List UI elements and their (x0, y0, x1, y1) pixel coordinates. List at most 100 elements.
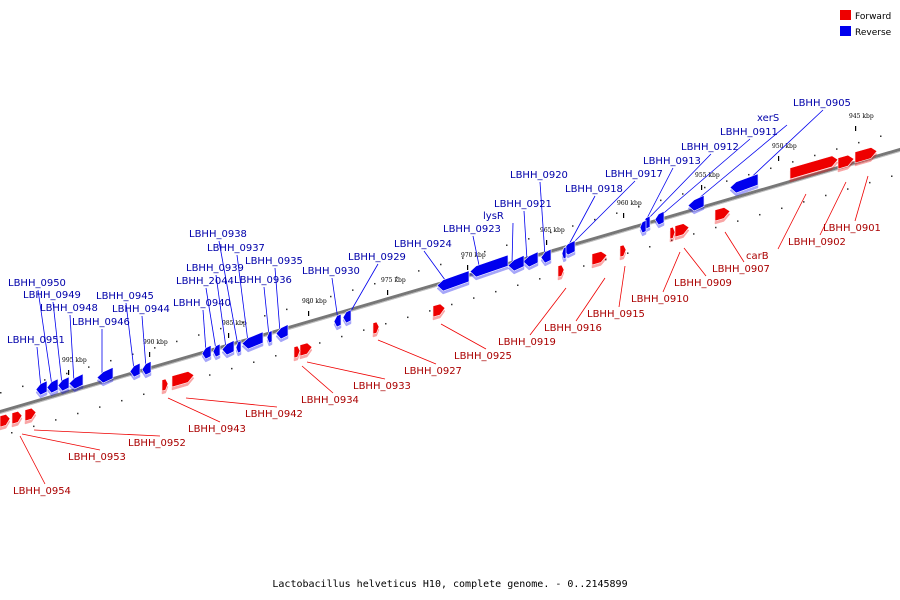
leader-lbhh-0930 (331, 277, 339, 321)
gene-label-lbhh-0946: LBHH_0946 (72, 317, 130, 328)
tick-label-980-kbp: 980 kbp (302, 298, 327, 305)
tick-mark (546, 240, 548, 245)
gene-label-lbhh-0909: LBHH_0909 (674, 278, 732, 289)
scale-dot (484, 250, 486, 253)
leader-lbhh-0918 (565, 195, 596, 251)
leader-lbhh-0924 (423, 250, 449, 285)
scale-dot (836, 148, 838, 150)
scale-dot (385, 322, 387, 325)
scale-dot (132, 353, 134, 356)
leader-lbhh-0937 (236, 254, 249, 343)
scale-dot (693, 233, 695, 235)
legend-reverse-swatch (840, 26, 851, 36)
legend-reverse-label: Reverse (855, 28, 892, 38)
gene-label-lbhh-0938: LBHH_0938 (189, 229, 247, 240)
scale-dot (594, 218, 596, 221)
leader-lbhh-0934 (301, 365, 334, 394)
tick-label-995-kbp: 995 kbp (62, 357, 87, 364)
gene-arrow-lbhh-0937 (241, 331, 264, 350)
gene-arrow-lbhh-0935 (275, 324, 289, 340)
gene-label-lbhh-0934: LBHH_0934 (301, 395, 359, 406)
leader-lbhh-0949 (52, 301, 63, 385)
tick-mark (387, 290, 389, 295)
gene-arrow-lbhh-0911 (654, 210, 665, 226)
scale-dot (33, 425, 35, 428)
leader-lbhh-0910 (662, 251, 681, 293)
tick-label-965-kbp: 965 kbp (540, 227, 565, 234)
tick-mark (778, 156, 780, 161)
scale-dot (319, 342, 321, 344)
gene-label-lbhh-0940: LBHH_0940 (173, 298, 231, 309)
gene-arrow-lbhh-0918 (561, 246, 567, 260)
gene-arrow-lbhh-0942 (171, 371, 195, 388)
leader-lbhh-0948 (69, 314, 75, 383)
scale-dot (330, 295, 332, 298)
leader-lbhh-0925 (440, 323, 487, 350)
gene-arrow-lbhh-0952 (24, 407, 37, 422)
scale-dot (275, 355, 277, 357)
gene-label-lbhh-0945: LBHH_0945 (96, 291, 154, 302)
leader-lbhh-0905 (741, 109, 824, 187)
scale-dot (88, 366, 90, 368)
scale-dot (99, 406, 101, 408)
gene-arrow-lbhh-0938 (235, 340, 242, 354)
scale-dot (506, 244, 508, 247)
gene-label-lbhh-0929: LBHH_0929 (348, 252, 406, 263)
gene-label-lbhh-0933: LBHH_0933 (353, 381, 411, 392)
gene-label-lbhh-0920: LBHH_0920 (510, 170, 568, 181)
gene-arrow-lbhh-0919 (557, 264, 565, 278)
genome-title: Lactobacillus helveticus H10, complete g… (272, 579, 627, 590)
leader-lbhh-0901 (854, 175, 869, 222)
scale-dot (627, 252, 629, 254)
gene-arrow-lbhh-0925 (432, 303, 446, 318)
gene-label-lbhh-0943: LBHH_0943 (188, 424, 246, 435)
scale-dot (704, 186, 706, 189)
scale-dot (253, 361, 255, 363)
gene-label-lbhh-0935: LBHH_0935 (245, 256, 303, 267)
leader-carb (777, 193, 807, 250)
gene-label-lbhh-0916: LBHH_0916 (544, 323, 602, 334)
scale-dot (473, 297, 475, 299)
gene-arrow-lbhh-0913 (639, 219, 647, 234)
scale-dot (781, 207, 783, 210)
leader-lbhh-0909 (683, 247, 707, 277)
gene-arrow-lbhh-0940 (201, 344, 212, 360)
gene-arrow-lbhh-0929 (342, 309, 352, 324)
scale-dot (176, 340, 178, 343)
scale-dot (451, 303, 453, 306)
tick-mark (149, 352, 151, 357)
scale-dot (121, 399, 123, 402)
leader-lbhh-0929 (347, 263, 379, 317)
gene-arrow-lbhh-0946 (96, 366, 114, 384)
gene-label-lbhh-0944: LBHH_0944 (112, 304, 170, 315)
scale-dot (814, 154, 816, 157)
gene-label-lbhh-0910: LBHH_0910 (631, 294, 689, 305)
gene-label-lbhh-0954: LBHH_0954 (13, 486, 71, 497)
legend-forward-swatch (840, 10, 851, 20)
tick-label-960-kbp: 960 kbp (617, 200, 642, 207)
scale-dot (363, 329, 365, 331)
tick-mark (68, 370, 70, 375)
gene-arrow-lbhh-0916 (591, 251, 608, 266)
tick-mark (228, 333, 230, 338)
gene-label-lbhh-0913: LBHH_0913 (643, 156, 701, 167)
gene-label-lbhh-0902: LBHH_0902 (788, 237, 846, 248)
scale-dot (517, 284, 519, 287)
gene-arrow-lbhh-0954 (0, 413, 11, 428)
tick-label-990-kbp: 990 kbp (143, 339, 168, 346)
gene-label-lbhh-0942: LBHH_0942 (245, 409, 303, 420)
leader-lbhh-2044 (205, 287, 217, 351)
gene-arrow-lbhh-0923 (469, 254, 509, 278)
leader-lbhh-0915 (618, 265, 626, 308)
gene-label-lbhh-0915: LBHH_0915 (587, 309, 645, 320)
scale-dot (286, 308, 288, 311)
gene-arrow-lbhh-0939 (221, 340, 235, 356)
gene-arrow-lbhh-0915 (619, 244, 627, 258)
gene-arrow-lbhh-0921 (522, 251, 539, 268)
leader-lbhh-0902 (819, 181, 847, 236)
gene-label-lbhh-0911: LBHH_0911 (720, 127, 778, 138)
scale-dot (528, 238, 530, 240)
leader-lbhh-0916 (575, 277, 606, 322)
gene-arrow-lbhh-0933 (299, 342, 313, 357)
